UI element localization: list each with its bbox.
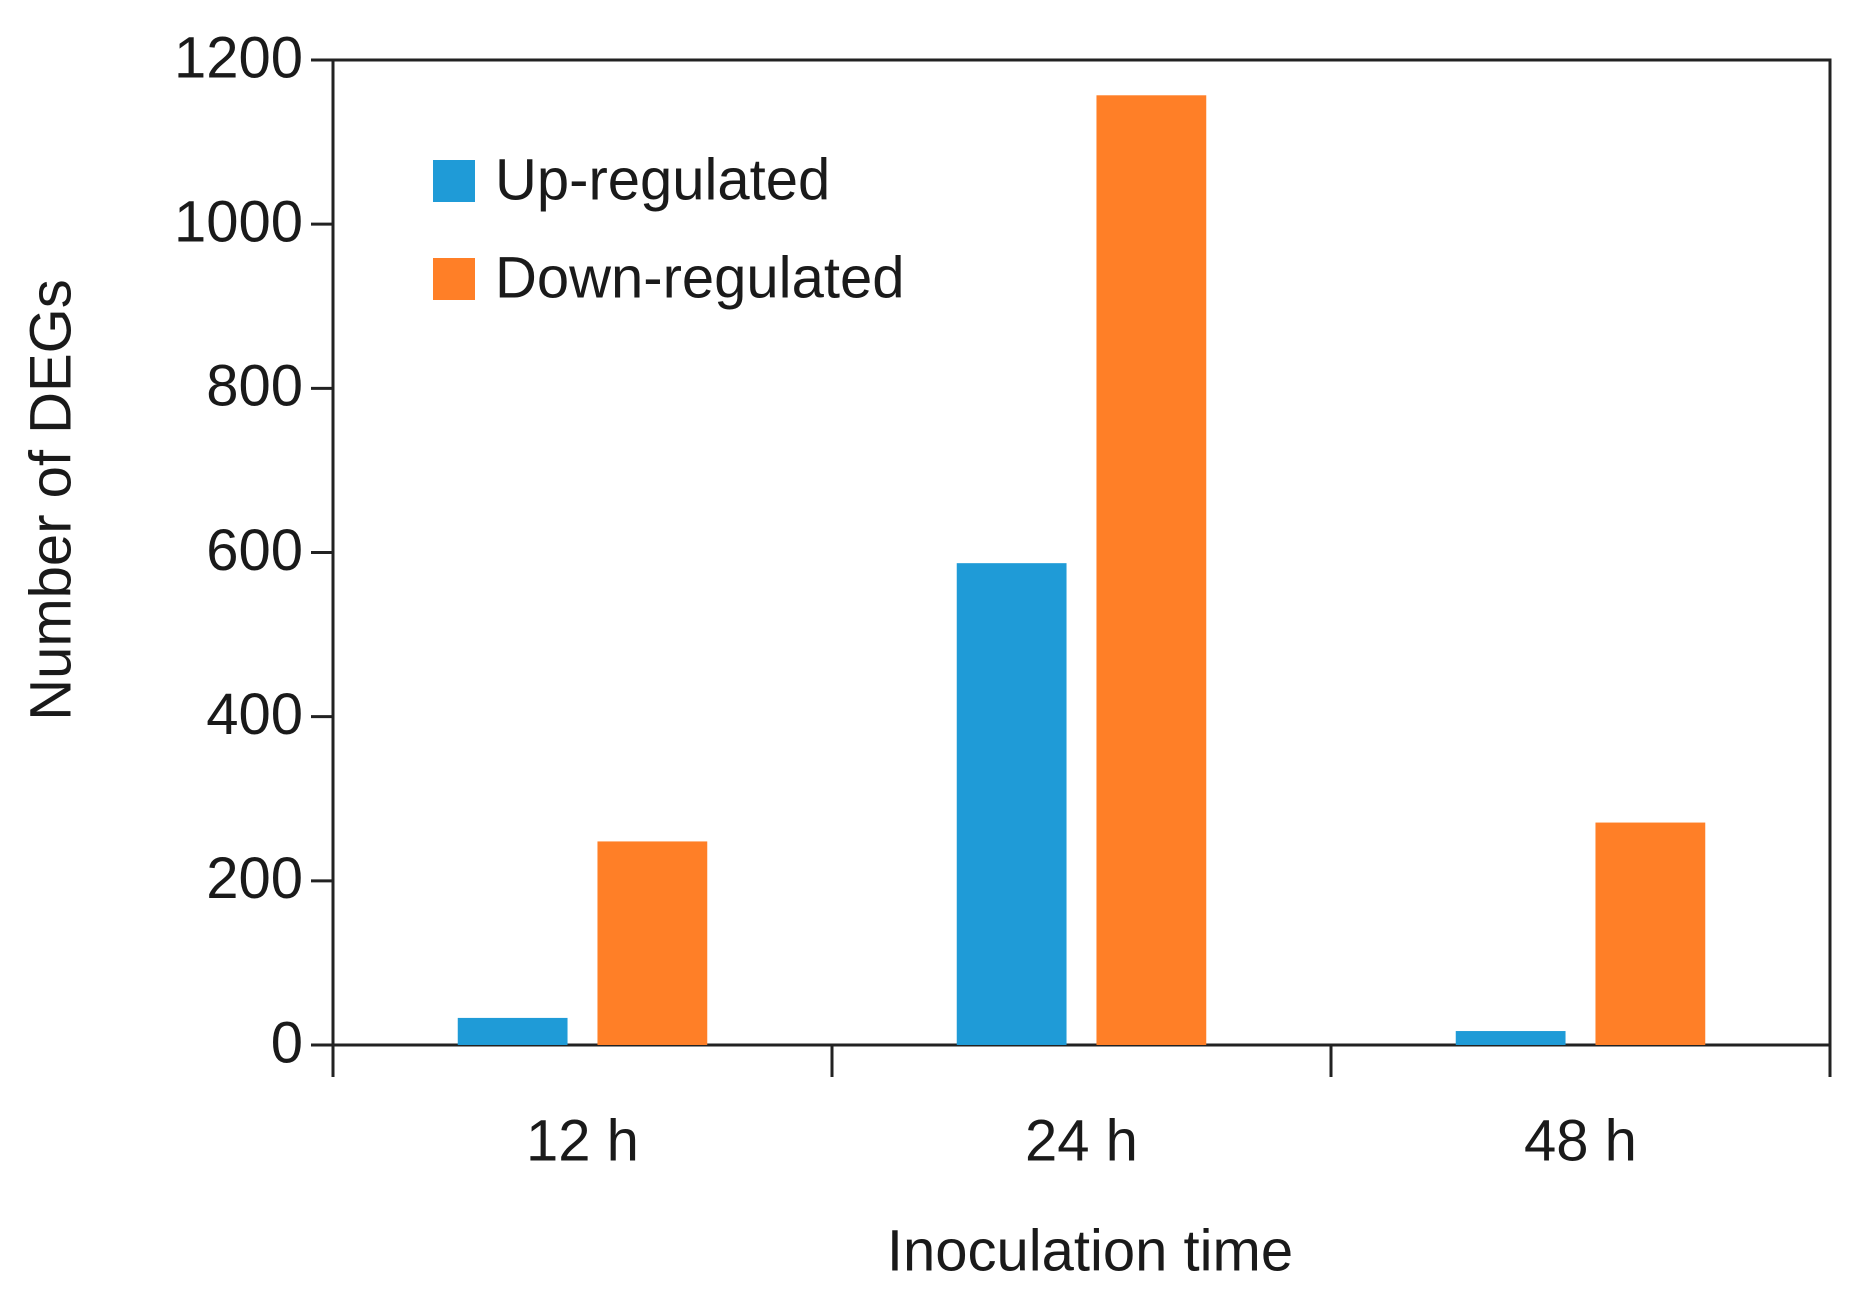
y-tick-label: 800 xyxy=(206,354,303,419)
bar xyxy=(457,1017,568,1045)
x-tick-label: 12 h xyxy=(526,1108,639,1173)
bar xyxy=(597,841,708,1045)
bar xyxy=(1455,1031,1566,1045)
y-axis-label: Number of DEGs xyxy=(18,279,83,721)
bar xyxy=(1595,822,1706,1045)
y-tick-label: 1200 xyxy=(174,25,303,90)
legend-label: Down-regulated xyxy=(495,245,904,310)
y-tick-label: 600 xyxy=(206,518,303,583)
bar xyxy=(956,563,1067,1045)
legend-swatch xyxy=(433,258,475,300)
x-tick-label: 48 h xyxy=(1524,1108,1637,1173)
y-tick-label: 1000 xyxy=(174,189,303,254)
y-tick-label: 400 xyxy=(206,682,303,747)
y-tick-label: 200 xyxy=(206,846,303,911)
x-tick-label: 24 h xyxy=(1025,1108,1138,1173)
legend-swatch xyxy=(433,160,475,202)
bar xyxy=(1096,95,1207,1045)
y-tick-label: 0 xyxy=(271,1010,303,1075)
x-axis-label: Inoculation time xyxy=(887,1218,1293,1283)
legend-label: Up-regulated xyxy=(495,147,830,212)
